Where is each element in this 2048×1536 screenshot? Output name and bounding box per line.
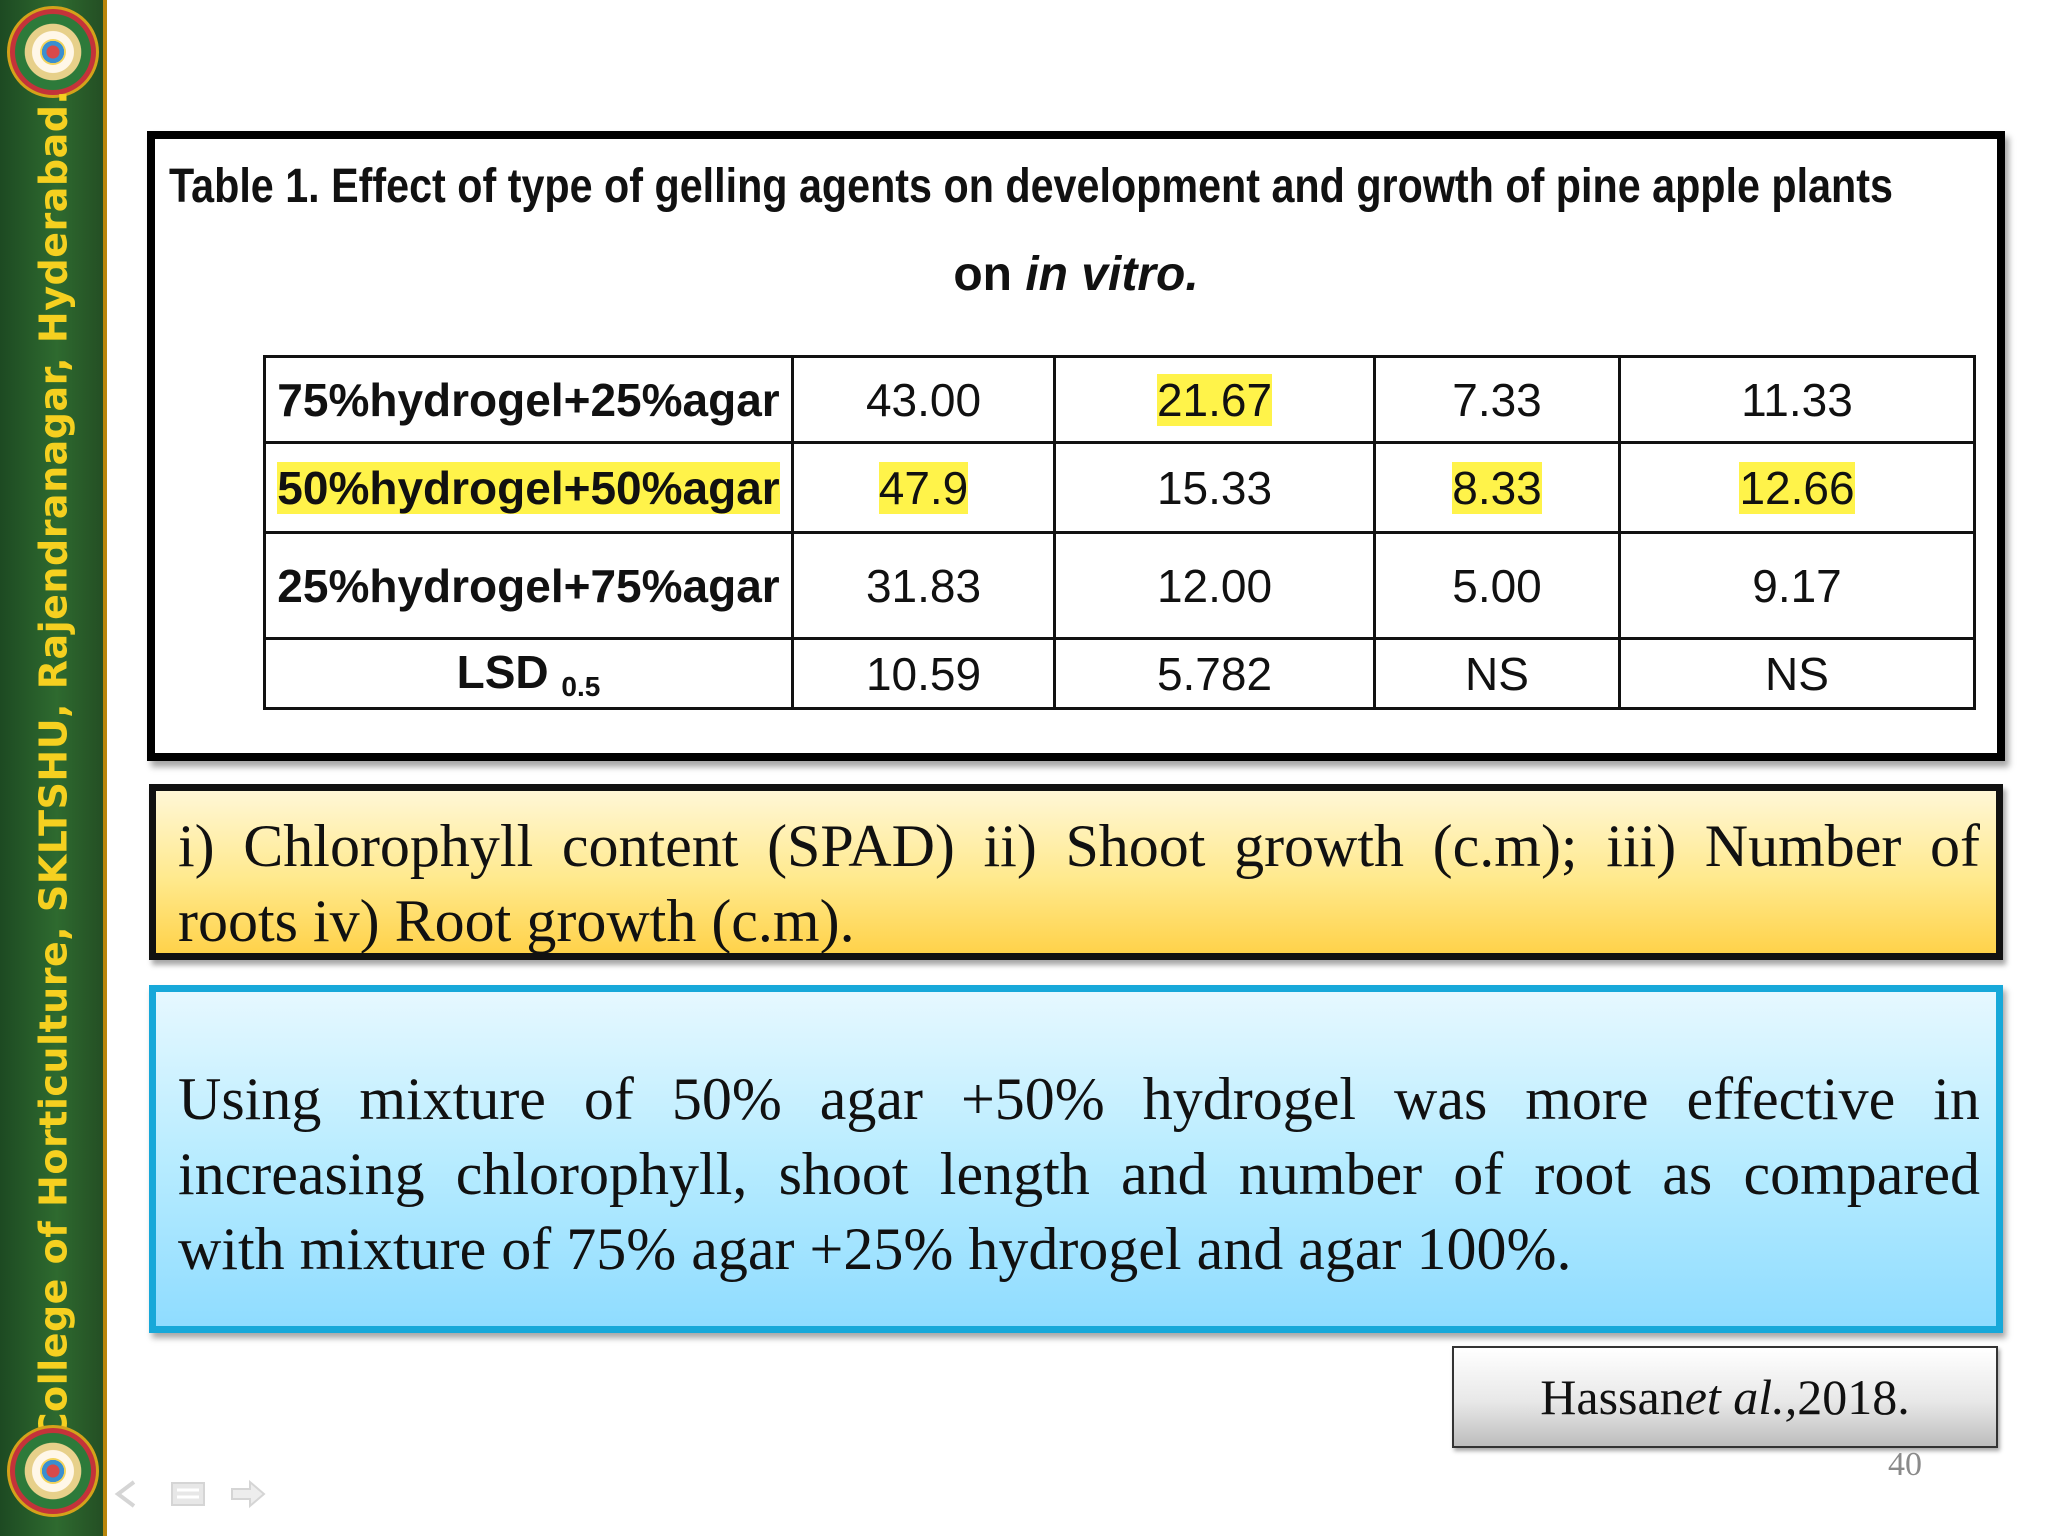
table-cell: NS bbox=[1373, 637, 1621, 710]
row-label: LSD 0.5 bbox=[263, 637, 794, 710]
table-cell: 15.33 bbox=[1053, 441, 1376, 534]
banner-title: College of Horticulture, SKLTSHU, Rajend… bbox=[31, 89, 76, 1441]
table-cell: NS bbox=[1618, 637, 1976, 710]
table-title: Table 1. Effect of type of gelling agent… bbox=[169, 160, 1893, 213]
conclusion-box: Using mixture of 50% agar +50% hydrogel … bbox=[149, 985, 2003, 1333]
table-cell: 47.9 bbox=[791, 441, 1056, 534]
table-cell: 9.17 bbox=[1618, 531, 1976, 640]
college-banner: College of Horticulture, SKLTSHU, Rajend… bbox=[0, 0, 107, 1536]
slide-number: 40 bbox=[1888, 1446, 1922, 1483]
table-row: LSD 0.5 10.59 5.782 NS NS bbox=[263, 637, 1976, 710]
table-cell: 12.00 bbox=[1053, 531, 1376, 640]
table-cell: 7.33 bbox=[1373, 355, 1621, 444]
caption-line-2: roots iv) Root growth (c.m). bbox=[178, 888, 855, 954]
conclusion-line-1: Using mixture of 50% agar +50% hydrogel … bbox=[178, 1066, 1980, 1132]
table-cell: 5.782 bbox=[1053, 637, 1376, 710]
table-row: 75%hydrogel+25%agar 43.00 21.67 7.33 11.… bbox=[263, 355, 1976, 444]
table-cell: 8.33 bbox=[1373, 441, 1621, 534]
table-cell: 5.00 bbox=[1373, 531, 1621, 640]
table-row: 25%hydrogel+75%agar 31.83 12.00 5.00 9.1… bbox=[263, 531, 1976, 640]
table-cell: 21.67 bbox=[1053, 355, 1376, 444]
column-legend-box: i) Chlorophyll content (SPAD) ii) Shoot … bbox=[149, 784, 2003, 960]
row-label: 75%hydrogel+25%agar bbox=[263, 355, 794, 444]
caption-line-1: i) Chlorophyll content (SPAD) ii) Shoot … bbox=[178, 813, 1980, 879]
forward-arrow-icon[interactable] bbox=[228, 1478, 268, 1510]
slides-menu-icon[interactable] bbox=[168, 1478, 208, 1510]
back-arrow-icon[interactable] bbox=[108, 1478, 148, 1510]
row-label: 25%hydrogel+75%agar bbox=[263, 531, 794, 640]
slideshow-controls bbox=[108, 1478, 268, 1510]
results-table: 75%hydrogel+25%agar 43.00 21.67 7.33 11.… bbox=[263, 355, 1976, 710]
conclusion-line-2: increasing chlorophyll, shoot length and… bbox=[178, 1141, 1980, 1207]
university-seal-icon bbox=[7, 6, 99, 98]
table-subtitle: on in vitro. bbox=[953, 248, 1199, 301]
table-cell: 10.59 bbox=[791, 637, 1056, 710]
table-cell: 11.33 bbox=[1618, 355, 1976, 444]
table-cell: 31.83 bbox=[791, 531, 1056, 640]
table-row: 50%hydrogel+50%agar 47.9 15.33 8.33 12.6… bbox=[263, 441, 1976, 534]
table-panel: Table 1. Effect of type of gelling agent… bbox=[147, 131, 2005, 761]
table-cell: 12.66 bbox=[1618, 441, 1976, 534]
row-label: 50%hydrogel+50%agar bbox=[263, 441, 794, 534]
conclusion-line-3: with mixture of 75% agar +25% hydrogel a… bbox=[178, 1216, 1572, 1282]
table-cell: 43.00 bbox=[791, 355, 1056, 444]
university-seal-icon bbox=[7, 1425, 99, 1517]
citation-box: Hassan et al., 2018. bbox=[1452, 1346, 1998, 1448]
